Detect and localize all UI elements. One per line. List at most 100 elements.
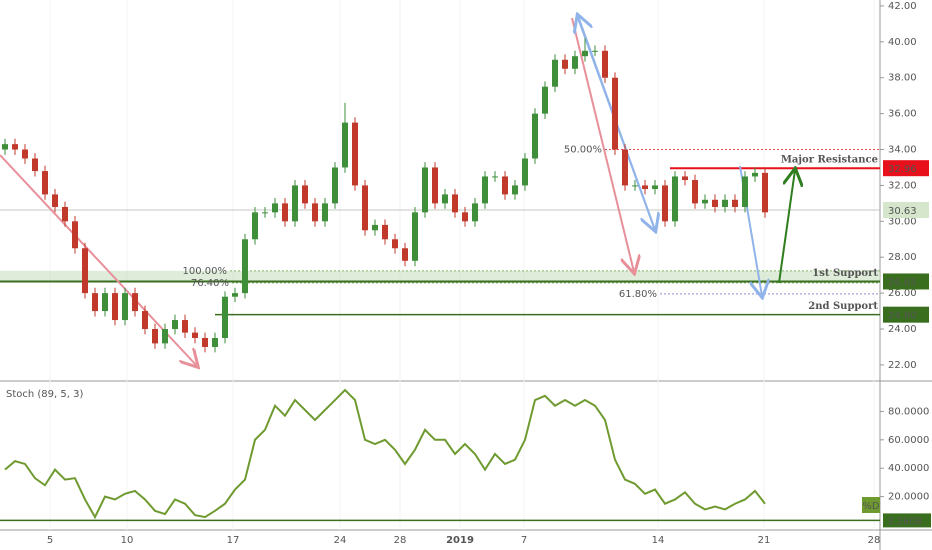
candle-body (42, 171, 48, 195)
candle-body (672, 176, 678, 222)
candle-body (392, 239, 398, 249)
candle-body (472, 203, 478, 222)
candle-body (292, 185, 298, 222)
fib-label: 100.00% (183, 266, 228, 277)
y-tick-label: 40.0000 (888, 463, 929, 474)
candle-body (372, 224, 378, 231)
y-tick-label: 38.00 (888, 73, 917, 84)
candle-body (572, 56, 578, 69)
panel-title: Stoch (89, 5, 3) (6, 389, 83, 400)
candle-body (172, 320, 178, 330)
support-zone (0, 270, 880, 282)
candle-body (492, 176, 498, 178)
x-tick-label: 14 (652, 535, 665, 546)
candle-body (2, 144, 8, 150)
fib-label: 50.00% (564, 145, 602, 156)
candle-body (192, 332, 198, 338)
candle-body (32, 158, 38, 172)
candle-body (272, 203, 278, 213)
y-tick-label: 80.0000 (888, 406, 929, 417)
y-tick-label: 24.00 (888, 324, 917, 335)
candle-body (682, 176, 688, 181)
candle-body (502, 176, 508, 195)
candle-body (632, 185, 638, 187)
y-tick-label: 30.00 (888, 216, 917, 227)
candle-body (512, 185, 518, 195)
x-tick-label: 17 (227, 535, 240, 546)
candle-body (702, 199, 708, 204)
candle-body (722, 199, 728, 207)
candle-body (182, 320, 188, 333)
y-tick-label: 22.00 (888, 360, 917, 371)
candle-body (432, 167, 438, 204)
y-tick-label: 40.00 (888, 37, 917, 48)
candle-body (112, 293, 118, 321)
candle-body (732, 199, 738, 207)
candle-body (342, 122, 348, 168)
x-tick-label: 28 (394, 535, 407, 546)
candle-body (752, 172, 758, 177)
y-tick-label: 42.00 (888, 1, 917, 12)
arrow (778, 170, 795, 284)
price-label: 26.65 (888, 277, 917, 288)
candle-body (552, 59, 558, 87)
candle-body (62, 206, 68, 222)
candle-body (452, 194, 458, 213)
candle-body (302, 185, 308, 204)
y-tick-label: 28.00 (888, 252, 917, 263)
fib-label: 76.40% (191, 278, 229, 289)
price-label: 30.63 (888, 206, 917, 217)
x-tick-label: 10 (121, 535, 134, 546)
price-label-box (883, 202, 929, 219)
candle-body (662, 185, 668, 222)
candle-body (692, 180, 698, 204)
candle-body (442, 194, 448, 204)
candle-body (362, 185, 368, 231)
legend-box (862, 497, 880, 513)
y-tick-label: 34.00 (888, 145, 917, 156)
candle-body (522, 158, 528, 186)
candle-body (232, 293, 238, 297)
candle-body (412, 212, 418, 261)
candle-body (132, 293, 138, 312)
y-tick-label: 26.00 (888, 288, 917, 299)
candle-body (532, 113, 538, 159)
candle-body (762, 172, 768, 213)
y-tick-label: 36.00 (888, 109, 917, 120)
x-tick-label: 5 (47, 535, 53, 546)
candle-body (402, 248, 408, 261)
candle-body (332, 167, 338, 204)
level-name: 1st Support (812, 268, 878, 279)
y-tick-label: 60.0000 (888, 435, 929, 446)
x-tick-label: 28 (868, 535, 881, 546)
legend-label: %D (862, 501, 880, 512)
level-label: 3.2608 (887, 516, 922, 527)
candle-body (312, 203, 318, 222)
candle-body (582, 50, 588, 57)
candle-body (712, 199, 718, 207)
candle-body (162, 329, 168, 344)
candle-body (252, 212, 258, 240)
candle-body (262, 212, 268, 214)
candle-body (612, 77, 618, 150)
candle-body (602, 50, 608, 78)
candle-body (742, 176, 748, 207)
candle-body (462, 212, 468, 222)
y-tick-label: 20.0000 (888, 492, 929, 503)
candle-body (152, 329, 158, 344)
candle-body (642, 185, 648, 190)
candle-body (92, 293, 98, 312)
candle-body (622, 149, 628, 186)
arrow (571, 17, 634, 272)
candle-body (82, 248, 88, 294)
candle-body (382, 224, 388, 240)
candle-body (542, 86, 548, 114)
candle-body (122, 293, 128, 321)
level-label-box (883, 513, 931, 528)
candle-body (592, 50, 598, 52)
candle-body (72, 221, 78, 249)
candle-body (242, 239, 248, 294)
candle-body (352, 122, 358, 186)
candle-body (562, 59, 568, 69)
